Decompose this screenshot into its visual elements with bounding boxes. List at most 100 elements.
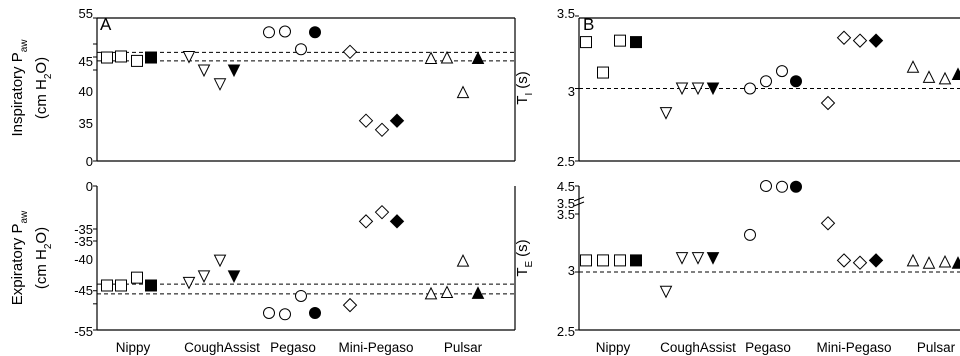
point-b-coughassist-0 bbox=[659, 107, 673, 120]
point-a-nippy-0 bbox=[101, 51, 113, 64]
point-b-nippy-2 bbox=[614, 34, 626, 47]
ytick-c-40: -40 bbox=[74, 252, 93, 267]
point-a-mini-pegaso-1 bbox=[358, 113, 374, 128]
point-d-coughassist-2 bbox=[691, 252, 705, 265]
point-c-pegaso-2 bbox=[295, 289, 307, 302]
point-a-pegaso-0 bbox=[263, 26, 275, 39]
point-b-pegaso-2 bbox=[776, 65, 788, 78]
point-a-coughassist-1 bbox=[197, 64, 211, 78]
point-d-coughassist-1 bbox=[675, 252, 689, 265]
category-label-pegaso-right: Pegaso bbox=[745, 340, 791, 355]
point-a-mini-pegaso-0 bbox=[342, 44, 358, 60]
point-d-coughassist-0 bbox=[659, 285, 673, 299]
category-label-coughassist-right: CoughAssist bbox=[660, 340, 736, 355]
yunit-a: (cm H2O) bbox=[33, 57, 54, 119]
point-a-pegaso-mean bbox=[309, 26, 321, 39]
category-label-coughassist-left: CoughAssist bbox=[184, 340, 260, 355]
point-b-coughassist-1 bbox=[675, 82, 689, 96]
point-a-nippy-2 bbox=[131, 54, 143, 67]
point-a-pulsar-0 bbox=[424, 51, 438, 65]
ytick-a-45: 45 bbox=[79, 54, 93, 69]
point-c-coughassist-0 bbox=[182, 276, 196, 290]
ytick-a-35: 35 bbox=[79, 116, 93, 131]
ytick-c-35a: -35 bbox=[74, 222, 93, 237]
point-c-pulsar-1 bbox=[440, 285, 454, 299]
panel-a: A Inspiratory Paw (cm H2O) 0 35 40 45 55 bbox=[9, 6, 112, 169]
point-a-mini-pegaso-2 bbox=[374, 122, 390, 138]
point-d-pegaso-1 bbox=[760, 180, 772, 192]
point-d-pegaso-0 bbox=[744, 228, 756, 241]
point-c-mini-pegaso-2 bbox=[374, 204, 390, 220]
axis-break-d-1 bbox=[573, 196, 585, 202]
panel-c: Expiratory Paw (cm H2O) 0 -35 -35 -40 -4… bbox=[9, 179, 93, 339]
ytick-c-55: -55 bbox=[74, 324, 93, 339]
ylabel-c: Expiratory Paw bbox=[9, 210, 30, 305]
ylabel-a: Inspiratory Paw bbox=[9, 39, 30, 137]
point-b-nippy-mean bbox=[630, 36, 642, 49]
point-c-pulsar-2 bbox=[456, 254, 470, 267]
ytick-b-3.5: 3.5 bbox=[557, 6, 575, 21]
point-a-pulsar-mean bbox=[471, 51, 485, 65]
ytick-a-0: 0 bbox=[86, 154, 93, 169]
point-a-mini-pegaso-mean bbox=[389, 113, 405, 128]
point-a-pulsar-1 bbox=[440, 50, 454, 64]
point-b-pegaso-1 bbox=[760, 75, 772, 88]
category-label-minipegaso-left: Mini-Pegaso bbox=[338, 340, 413, 355]
point-a-pegaso-1 bbox=[279, 25, 291, 38]
point-c-coughassist-1 bbox=[197, 270, 211, 283]
point-c-mini-pegaso-mean bbox=[389, 214, 405, 229]
panel-letter-a: A bbox=[100, 15, 112, 34]
point-d-nippy-1 bbox=[597, 254, 609, 267]
point-c-pulsar-0 bbox=[424, 286, 438, 300]
point-a-pegaso-2 bbox=[295, 43, 307, 56]
point-b-pulsar-mean bbox=[951, 67, 960, 80]
point-c-pegaso-mean bbox=[309, 306, 321, 319]
point-b-pegaso-mean bbox=[790, 75, 802, 88]
point-c-nippy-1 bbox=[115, 279, 127, 292]
ytick-b-2.5: 2.5 bbox=[557, 154, 575, 169]
category-label-minipegaso-right: Mini-Pegaso bbox=[816, 340, 891, 355]
point-a-nippy-1 bbox=[115, 50, 127, 63]
point-d-pulsar-0 bbox=[906, 253, 920, 267]
point-c-pulsar-mean bbox=[471, 286, 485, 299]
category-label-pulsar-right: Pulsar bbox=[917, 340, 956, 355]
point-b-pegaso-0 bbox=[744, 82, 756, 95]
panel-letter-b: B bbox=[583, 15, 594, 34]
point-b-pulsar-1 bbox=[922, 70, 936, 83]
ytick-c-35b: -35 bbox=[74, 234, 93, 249]
point-c-nippy-2 bbox=[131, 271, 143, 284]
point-a-coughassist-mean bbox=[227, 64, 241, 78]
ytick-d-4.5: 4.5 bbox=[557, 179, 575, 194]
point-a-nippy-mean bbox=[145, 51, 157, 64]
point-c-nippy-mean bbox=[145, 279, 157, 292]
ytick-c-0: 0 bbox=[86, 179, 93, 194]
category-label-nippy-right: Nippy bbox=[596, 340, 631, 355]
point-d-pegaso-2 bbox=[776, 180, 788, 193]
ytick-c-45: -45 bbox=[74, 283, 93, 298]
ytick-d-2.5: 2.5 bbox=[557, 324, 575, 339]
category-label-nippy-left: Nippy bbox=[116, 340, 151, 355]
chart-marks bbox=[93, 15, 960, 331]
yunit-c: (cm H2O) bbox=[33, 227, 54, 289]
category-labels-left: Nippy CoughAssist Pegaso Mini-Pegaso Pul… bbox=[116, 340, 483, 355]
point-a-coughassist-2 bbox=[213, 78, 227, 91]
point-c-coughassist-mean bbox=[227, 270, 241, 283]
point-c-mini-pegaso-1 bbox=[358, 214, 374, 229]
point-d-pulsar-2 bbox=[938, 254, 952, 268]
ytick-a-55: 55 bbox=[79, 6, 93, 21]
point-d-pegaso-mean bbox=[790, 180, 802, 193]
ytick-b-3: 3 bbox=[568, 84, 575, 99]
point-a-coughassist-0 bbox=[182, 51, 196, 64]
point-d-pulsar-mean bbox=[951, 256, 960, 269]
point-b-nippy-0 bbox=[580, 36, 592, 49]
point-d-nippy-2 bbox=[614, 254, 626, 267]
point-b-nippy-1 bbox=[597, 66, 609, 79]
ylabel-b: TI(s) bbox=[514, 71, 535, 104]
point-d-pulsar-1 bbox=[922, 256, 936, 269]
point-b-mini-pegaso-mean bbox=[868, 33, 884, 48]
point-b-mini-pegaso-1 bbox=[836, 30, 852, 45]
point-b-mini-pegaso-2 bbox=[852, 33, 868, 48]
point-d-mini-pegaso-mean bbox=[868, 253, 884, 268]
ytick-d-3.5a: 3.5 bbox=[557, 207, 575, 222]
